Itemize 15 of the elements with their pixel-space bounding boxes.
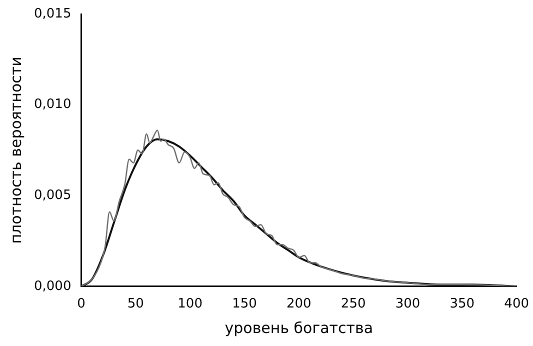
y-tick-label: 0,010 [34, 97, 72, 112]
x-tick-label: 50 [127, 296, 144, 312]
y-tick-label: 0,015 [34, 6, 72, 22]
y-tick-label: 0,000 [34, 278, 72, 294]
x-tick-label: 150 [232, 296, 257, 312]
x-tick-label: 250 [340, 296, 366, 312]
x-tick-label: 300 [395, 296, 420, 312]
x-axis-title: уровень богатства [224, 318, 374, 337]
y-axis-title: плотность вероятности [6, 56, 25, 244]
y-tick-label: 0,005 [34, 188, 72, 203]
x-tick-label: 100 [178, 296, 202, 312]
x-tick-label: 350 [450, 296, 475, 312]
x-tick-label: 200 [286, 296, 312, 312]
x-tick-label: 0 [77, 296, 86, 312]
x-tick-label: 400 [504, 296, 530, 312]
